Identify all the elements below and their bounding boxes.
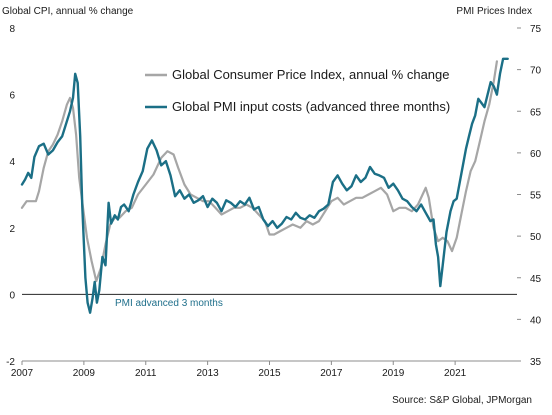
x-tick-label: 2021: [444, 368, 467, 379]
left-tick-label: 4: [9, 157, 15, 168]
left-tick-label: 8: [9, 24, 15, 35]
series-line-cpi: [20, 60, 498, 283]
source-note: Source: S&P Global, JPMorgan: [392, 395, 532, 406]
x-tick-label: 2007: [11, 368, 34, 379]
left-tick-label: -2: [6, 357, 15, 368]
legend-label-cpi: Global Consumer Price Index, annual % ch…: [172, 67, 450, 82]
x-tick-label: 2009: [73, 368, 96, 379]
right-tick-label: 35: [530, 357, 542, 368]
x-tick-label: 2013: [197, 368, 220, 379]
legend-label-pmi: Global PMI input costs (advanced three m…: [172, 99, 450, 114]
left-axis-title: Global CPI, annual % change: [2, 6, 134, 17]
right-tick-label: 40: [530, 315, 542, 326]
x-tick-label: 2011: [135, 368, 157, 379]
annotation-pmi-advanced: PMI advanced 3 months: [115, 298, 223, 309]
series-line-pmi: [20, 57, 509, 314]
left-tick-label: 2: [9, 224, 15, 235]
left-tick-label: 6: [9, 91, 15, 102]
series-layer: [20, 57, 509, 314]
right-tick-label: 75: [530, 24, 542, 35]
left-tick-label: 0: [9, 290, 15, 301]
x-tick-label: 2017: [320, 368, 343, 379]
right-tick-label: 60: [530, 149, 542, 160]
right-tick-label: 50: [530, 232, 542, 243]
x-tick-label: 2015: [258, 368, 281, 379]
right-axis-title: PMI Prices Index: [456, 6, 532, 17]
right-tick-label: 65: [530, 107, 542, 118]
right-tick-label: 70: [530, 66, 542, 77]
right-tick-label: 45: [530, 274, 542, 285]
x-tick-label: 2019: [382, 368, 405, 379]
right-tick-label: 55: [530, 191, 542, 202]
legend: Global Consumer Price Index, annual % ch…: [145, 67, 450, 114]
axes-layer: -2 0 2 4 6 8 35 40 45 50 55 60 65 70 75 2007 2009 2011 201…: [6, 24, 541, 379]
